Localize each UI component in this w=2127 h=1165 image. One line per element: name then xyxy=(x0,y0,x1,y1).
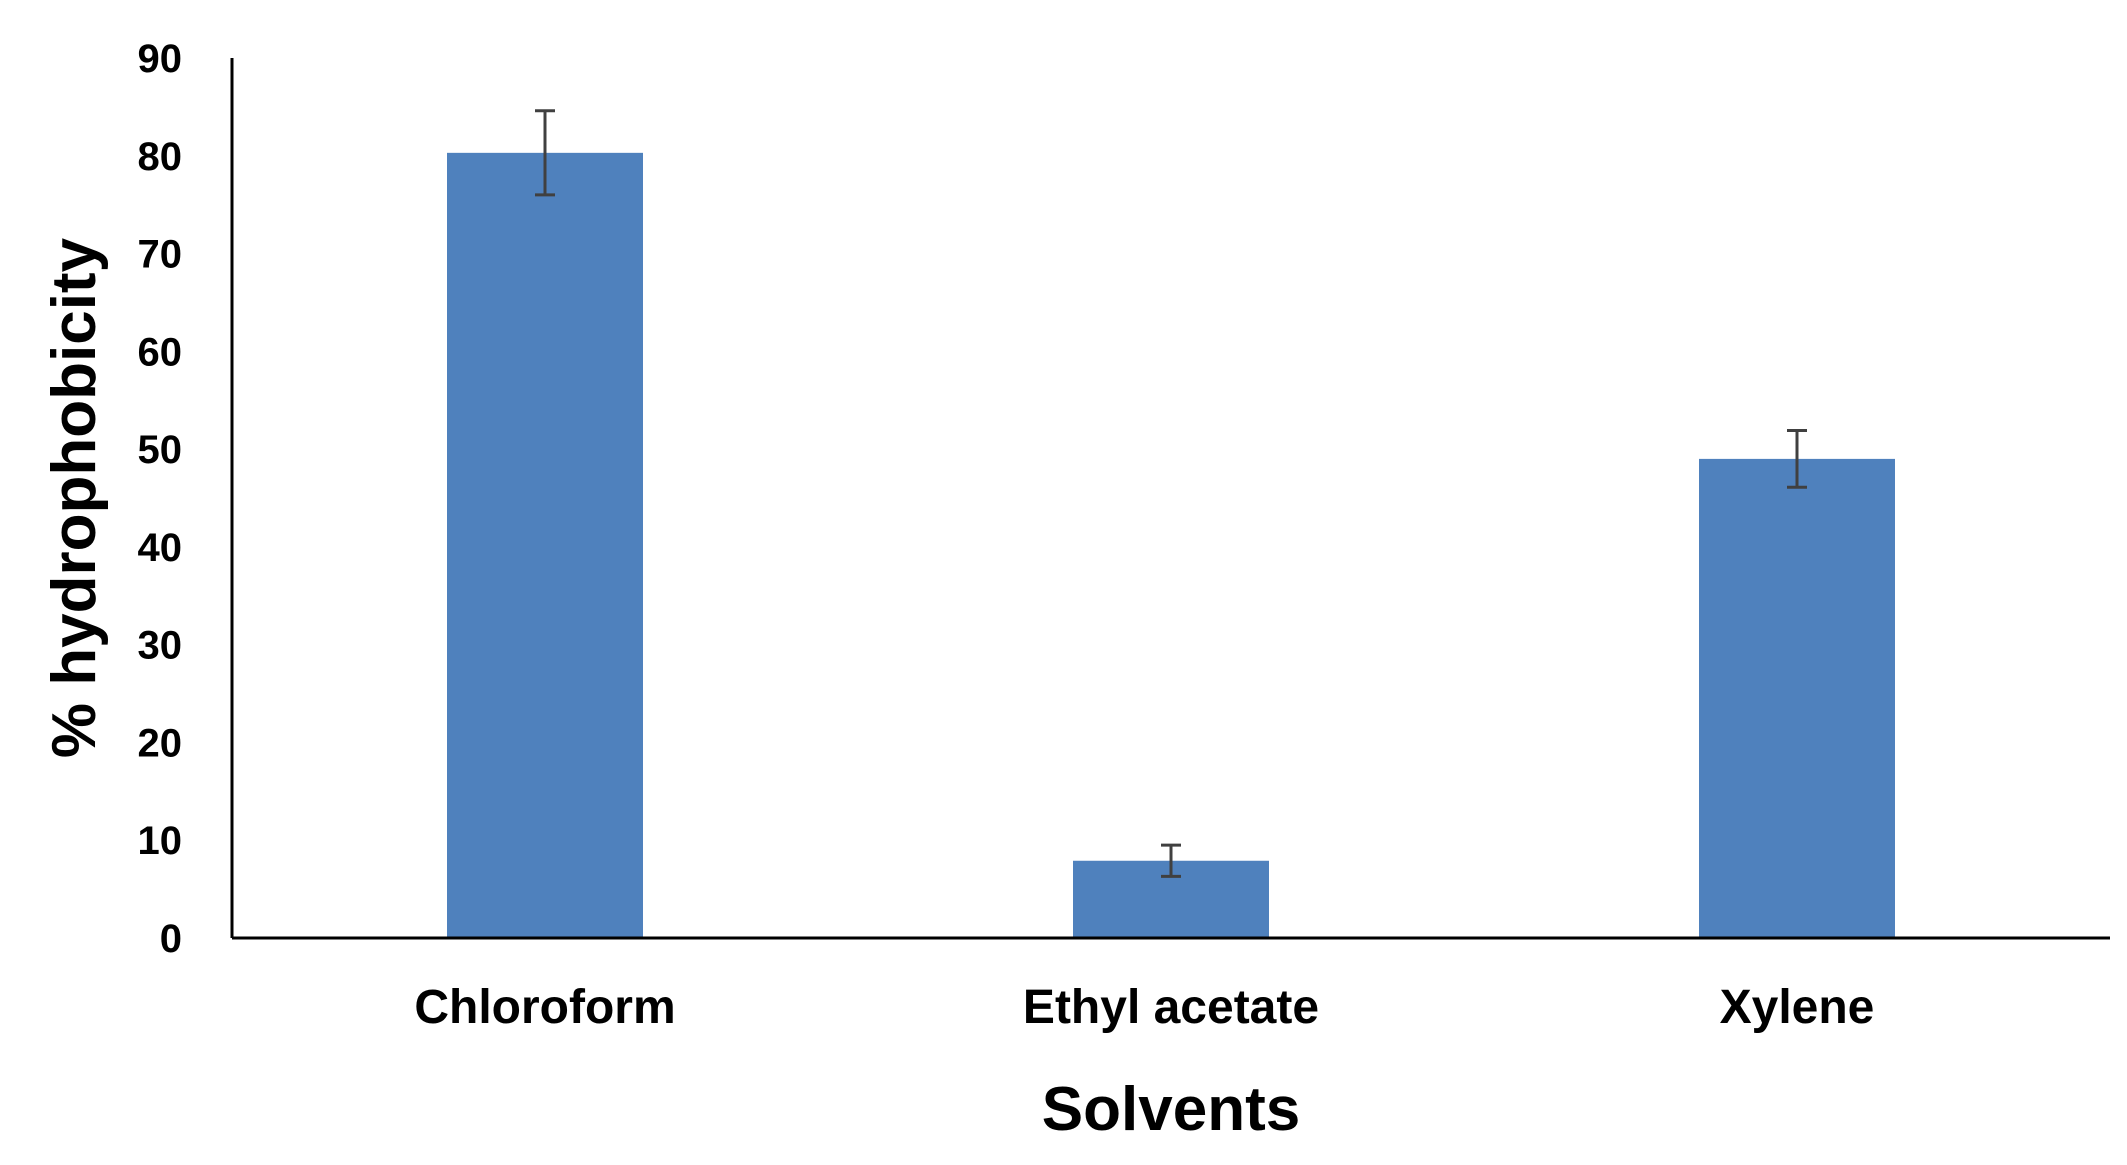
error-bar xyxy=(1787,429,1807,489)
y-tick-label: 90 xyxy=(138,37,183,81)
y-tick-label: 80 xyxy=(138,135,183,179)
bar xyxy=(447,152,643,938)
x-category-label: Ethyl acetate xyxy=(1023,981,1319,1034)
x-category-label: Xylene xyxy=(1720,981,1875,1034)
y-tick-label: 70 xyxy=(138,233,183,277)
y-tick-label: 30 xyxy=(138,624,183,668)
y-tick-label: 0 xyxy=(160,917,182,961)
y-tick-label: 10 xyxy=(138,819,183,863)
y-tick-label: 40 xyxy=(138,526,183,570)
x-axis-title: Solvents xyxy=(1042,1075,1300,1144)
error-bar xyxy=(1161,843,1181,878)
y-tick-label: 50 xyxy=(138,428,183,472)
y-tick-label: 60 xyxy=(138,330,183,374)
x-axis-categories: Chloroform Ethyl acetate Xylene xyxy=(414,981,1874,1034)
y-tick-label: 20 xyxy=(138,721,183,765)
bars xyxy=(447,152,1895,938)
bar xyxy=(1699,458,1895,938)
x-category-label: Chloroform xyxy=(414,981,675,1034)
y-axis-title: % hydrophobicity xyxy=(40,237,109,758)
error-bar xyxy=(535,109,555,197)
error-bars xyxy=(535,109,1807,878)
y-axis-ticks: 0 10 20 30 40 50 60 70 80 90 xyxy=(138,37,183,961)
